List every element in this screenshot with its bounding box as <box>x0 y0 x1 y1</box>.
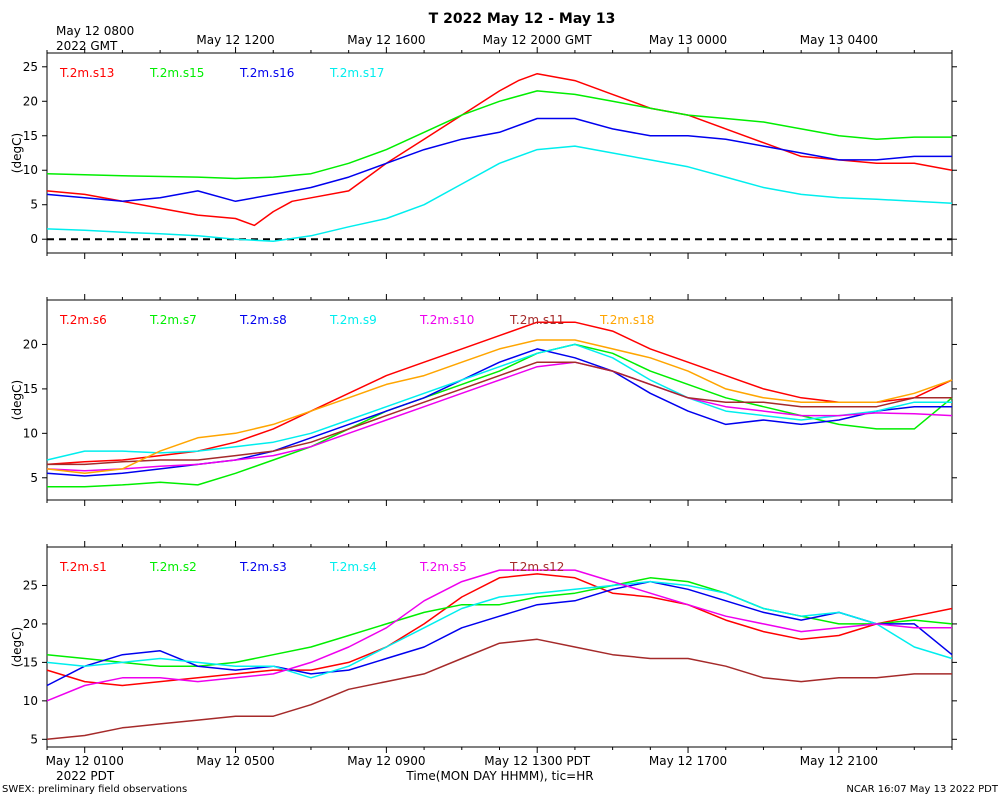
legend-entry-T-2m-s18: T.2m.s18 <box>599 313 654 327</box>
y-tick-label: 25 <box>23 60 38 74</box>
footer-left-note: SWEX: preliminary field observations <box>2 784 187 795</box>
y-tick-label: 15 <box>23 129 38 143</box>
y-tick-label: 20 <box>23 337 38 351</box>
y-tick-label: 15 <box>23 655 38 669</box>
y-tick-label: 0 <box>30 232 38 246</box>
series-line-T-2m-s2 <box>46 577 953 667</box>
bottom-axis-tick-labels: May 12 0100 May 12 0500 May 12 0900 May 12 … <box>46 754 878 768</box>
legend-entry-T-2m-s13: T.2m.s13 <box>59 66 114 80</box>
series-line-T-2m-s10 <box>46 361 953 472</box>
series-line-T-2m-s8 <box>46 348 952 477</box>
top-axis-start-label-line2: 2022 GMT <box>56 39 118 53</box>
top-axis-tick-label: May 12 1600 <box>347 33 425 47</box>
y-tick-label: 10 <box>23 426 38 440</box>
legend-entry-T-2m-s11: T.2m.s11 <box>509 313 564 327</box>
y-axis-label: (degC) <box>10 133 24 173</box>
bottom-axis-tick-label: May 12 1700 <box>649 754 727 768</box>
legend-entry-T-2m-s4: T.2m.s4 <box>329 560 377 574</box>
panel-1: 0 5 10 15 20 25 (degC) T.2m.s13 T.2m.s15 T.2m.s16… <box>10 47 957 259</box>
series-line-T-2m-s9 <box>46 343 952 461</box>
footer-right-note: NCAR 16:07 May 13 2022 PDT <box>846 784 999 795</box>
bottom-axis-year-label: 2022 PDT <box>56 769 115 783</box>
series-line-T-2m-s13 <box>46 72 953 227</box>
panel-frame <box>46 52 953 254</box>
panel-3: 5 10 15 20 25 (degC) T.2m.s1 T.2m.s2 T.2m.s3 T.2m… <box>10 541 957 753</box>
y-tick-label: 10 <box>23 163 38 177</box>
legend-entry-T-2m-s9: T.2m.s9 <box>329 313 377 327</box>
series-line-T-2m-s12 <box>46 638 952 741</box>
series-line-T-2m-s17 <box>46 145 953 243</box>
series-line-T-2m-s11 <box>47 361 952 466</box>
legend-entry-T-2m-s17: T.2m.s17 <box>329 66 384 80</box>
y-axis-label: (degC) <box>10 380 24 420</box>
series-line-T-2m-s18 <box>46 339 953 475</box>
legend-entry-T-2m-s12: T.2m.s12 <box>509 560 564 574</box>
y-tick-label: 20 <box>23 94 38 108</box>
legend-entry-T-2m-s8: T.2m.s8 <box>239 313 287 327</box>
y-tick-label: 25 <box>23 578 38 592</box>
series-line-T-2m-s15 <box>46 90 952 180</box>
legend-entry-T-2m-s15: T.2m.s15 <box>149 66 204 80</box>
y-tick-label: 10 <box>23 694 38 708</box>
top-axis-start-label-line1: May 12 0800 <box>56 24 134 38</box>
legend-entry-T-2m-s2: T.2m.s2 <box>149 560 197 574</box>
y-tick-label: 5 <box>30 732 38 746</box>
top-axis-tick-label: May 13 0400 <box>800 33 878 47</box>
y-tick-label: 20 <box>23 617 38 631</box>
y-tick-label: 5 <box>30 471 38 485</box>
series-line-T-2m-s5 <box>46 569 952 702</box>
y-tick-label: 5 <box>30 198 38 212</box>
bottom-axis-tick-label: May 12 0100 <box>46 754 124 768</box>
legend-entry-T-2m-s16: T.2m.s16 <box>239 66 294 80</box>
chart-title: T 2022 May 12 - May 13 <box>429 11 616 27</box>
series-line-T-2m-s16 <box>46 117 952 203</box>
series-line-T-2m-s4 <box>46 580 953 679</box>
top-axis-tick-labels: May 12 1200 May 12 1600 May 12 2000 GMT May… <box>196 33 878 47</box>
y-axis-label: (degC) <box>10 627 24 667</box>
panel-2: 5 10 15 20 (degC) T.2m.s6 T.2m.s7 T.2m.s8 T.2m.s… <box>10 294 957 506</box>
legend-entry-T-2m-s3: T.2m.s3 <box>239 560 287 574</box>
legend-entry-T-2m-s1: T.2m.s1 <box>59 560 107 574</box>
series-line-T-2m-s1 <box>46 573 953 687</box>
top-axis-tick-label: May 12 2000 GMT <box>483 33 593 47</box>
y-tick-label: 15 <box>23 382 38 396</box>
panel-frame <box>46 546 953 748</box>
bottom-axis-tick-label: May 12 2100 <box>800 754 878 768</box>
top-axis-tick-label: May 13 0000 <box>649 33 727 47</box>
bottom-axis-tick-label: May 12 1300 PDT <box>484 754 591 768</box>
legend-entry-T-2m-s5: T.2m.s5 <box>419 560 467 574</box>
bottom-axis-tick-label: May 12 0500 <box>196 754 274 768</box>
legend-entry-T-2m-s6: T.2m.s6 <box>59 313 107 327</box>
top-axis-tick-label: May 12 1200 <box>196 33 274 47</box>
legend-entry-T-2m-s7: T.2m.s7 <box>149 313 197 327</box>
bottom-axis-tick-label: May 12 0900 <box>347 754 425 768</box>
x-axis-label: Time(MON DAY HHMM), tic=HR <box>405 769 593 783</box>
series-line-T-2m-s3 <box>46 580 953 687</box>
legend-entry-T-2m-s10: T.2m.s10 <box>419 313 474 327</box>
